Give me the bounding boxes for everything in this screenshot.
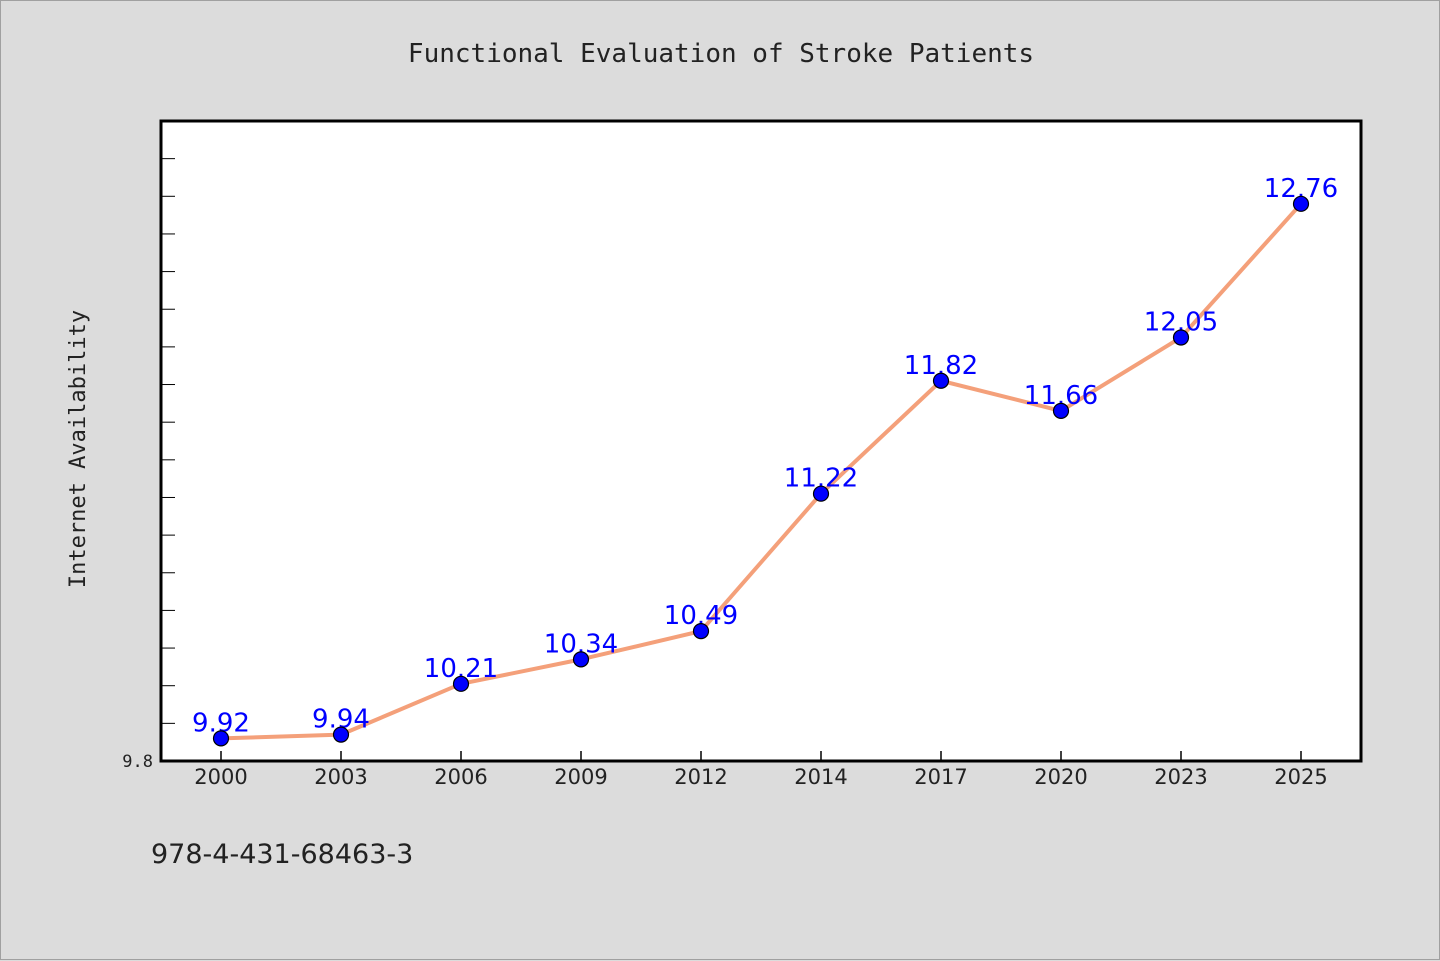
data-point [572, 651, 590, 668]
data-point [1172, 329, 1190, 346]
axis-ticks: 9.8 2000 2003 2006 2009 2012 2014 2017 2020 2023 2… [122, 158, 1328, 789]
x-tick-label: 2000 [194, 765, 247, 789]
isbn-footer: 978-4-431-68463-3 [151, 839, 413, 870]
data-point [1292, 195, 1310, 212]
x-tick-label: 2014 [794, 765, 847, 789]
x-tick-label: 2025 [1274, 765, 1327, 789]
x-tick-label: 2012 [674, 765, 727, 789]
x-tick-label: 2003 [314, 765, 367, 789]
x-tick-label: 2020 [1034, 765, 1087, 789]
y-tick-label: 9.8 [122, 752, 153, 772]
plot-border [159, 119, 1363, 763]
series-line [219, 201, 1303, 741]
data-point [332, 726, 350, 743]
chart-title: Functional Evaluation of Stroke Patients [408, 39, 1034, 69]
x-tick-label: 2009 [554, 765, 607, 789]
x-tick-label: 2017 [914, 765, 967, 789]
x-tick-label: 2023 [1154, 765, 1207, 789]
data-point [1052, 402, 1070, 419]
series-layer: 9.92 9.9410.2110.3410.4911.2211.8211.6612… [192, 174, 1338, 747]
plot-area [161, 121, 1361, 761]
x-tick-label: 2006 [434, 765, 487, 789]
data-point [812, 485, 830, 502]
data-point [212, 730, 230, 747]
data-point [692, 623, 710, 640]
data-point [452, 675, 470, 692]
y-axis-label: Internet Availability [66, 310, 91, 588]
data-point [932, 372, 950, 389]
